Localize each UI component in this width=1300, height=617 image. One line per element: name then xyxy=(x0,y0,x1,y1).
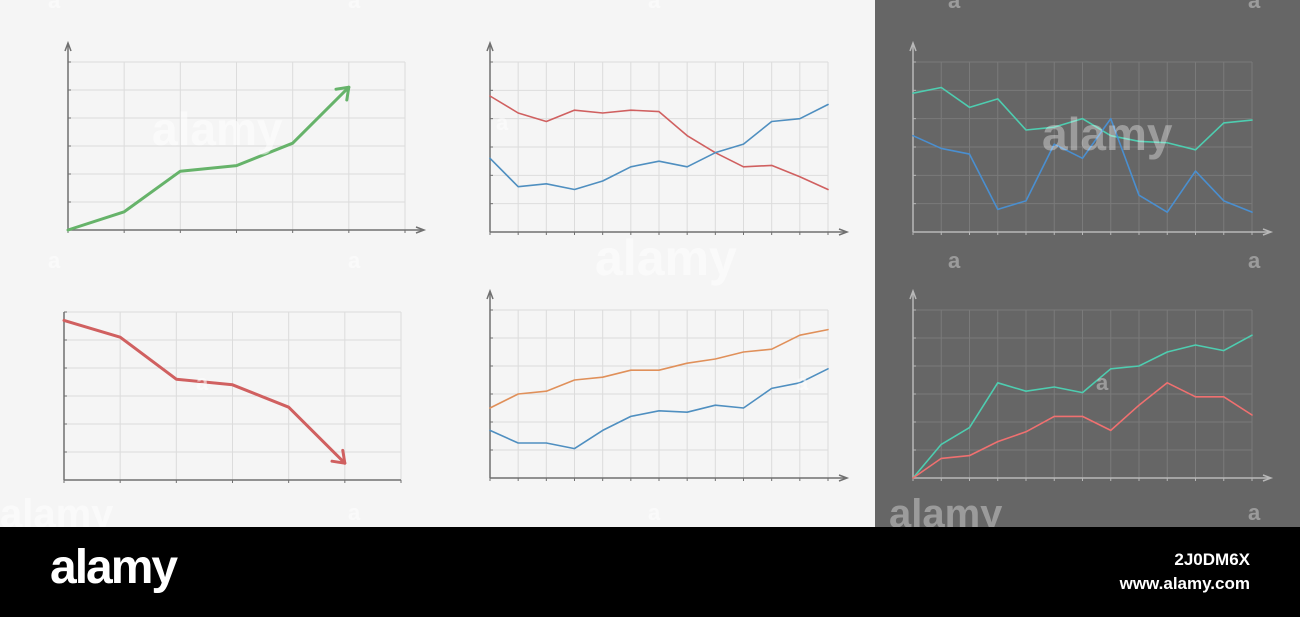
watermark-letter: a xyxy=(796,370,809,395)
chart-1 xyxy=(64,40,427,234)
charts-canvas: alamy alamy alamy alamy alamy a a a a a a a a a a a a a a a… xyxy=(0,0,1274,527)
watermark-letter: a xyxy=(48,0,61,13)
x-axis-arrow-icon xyxy=(1262,228,1274,236)
image-id: 2J0DM6X xyxy=(1174,550,1250,569)
y-axis-arrow-icon xyxy=(909,288,917,300)
watermark-letter: a xyxy=(648,0,661,13)
site-url[interactable]: www.alamy.com xyxy=(1119,574,1250,593)
grid xyxy=(63,311,402,481)
watermark-brand: alamy xyxy=(889,492,1003,527)
axes xyxy=(486,40,850,236)
arrow-head-icon xyxy=(330,448,347,465)
axes xyxy=(486,288,850,482)
y-axis-arrow-icon xyxy=(64,40,72,52)
watermark-letter: a xyxy=(196,370,209,395)
series-line-green xyxy=(66,85,351,232)
watermark-letter: a xyxy=(496,110,509,135)
footer-bar xyxy=(0,527,1300,617)
grid xyxy=(912,309,1253,479)
watermark-brand: alamy xyxy=(1042,108,1173,160)
chart-5 xyxy=(486,288,850,482)
chart-4 xyxy=(62,311,402,483)
x-axis-arrow-icon xyxy=(838,228,850,236)
watermark-letter: a xyxy=(348,0,361,13)
watermark-brand: alamy xyxy=(0,492,114,527)
y-axis-arrow-icon xyxy=(909,40,917,52)
watermark-brand: alamy xyxy=(152,103,283,155)
y-axis-arrow-icon xyxy=(486,288,494,300)
watermark-letter: a xyxy=(1248,248,1261,273)
watermark-letter: a xyxy=(948,0,961,13)
x-axis-arrow-icon xyxy=(838,474,850,482)
y-axis-arrow-icon xyxy=(486,40,494,52)
dark-panel xyxy=(875,0,1300,527)
series-line-red xyxy=(62,318,347,465)
x-axis-arrow-icon xyxy=(415,226,427,234)
watermark: alamy alamy alamy alamy alamy a a a a a a a a a a a a a a a… xyxy=(0,0,1261,527)
watermark-brand: alamy xyxy=(595,230,737,286)
chart-3 xyxy=(909,40,1274,236)
chart-6 xyxy=(909,288,1274,482)
arrow-head-icon xyxy=(334,85,351,102)
watermark-letter: a xyxy=(348,248,361,273)
grid xyxy=(489,309,829,479)
light-panel xyxy=(0,0,875,527)
watermark-letter: a xyxy=(1248,0,1261,13)
watermark-letter: a xyxy=(1248,500,1261,525)
axes xyxy=(63,311,402,483)
watermark-letter: a xyxy=(1096,370,1109,395)
axes xyxy=(64,40,427,234)
chart-2 xyxy=(486,40,850,236)
watermark-letter: a xyxy=(348,500,361,525)
grid xyxy=(489,61,829,233)
x-axis-arrow-icon xyxy=(1262,474,1274,482)
watermark-letter: a xyxy=(948,248,961,273)
watermark-letter: a xyxy=(48,248,61,273)
axes xyxy=(909,288,1274,482)
watermark-letter: a xyxy=(648,500,661,525)
brand-logo[interactable]: alamy xyxy=(50,541,178,594)
axes xyxy=(909,40,1274,236)
